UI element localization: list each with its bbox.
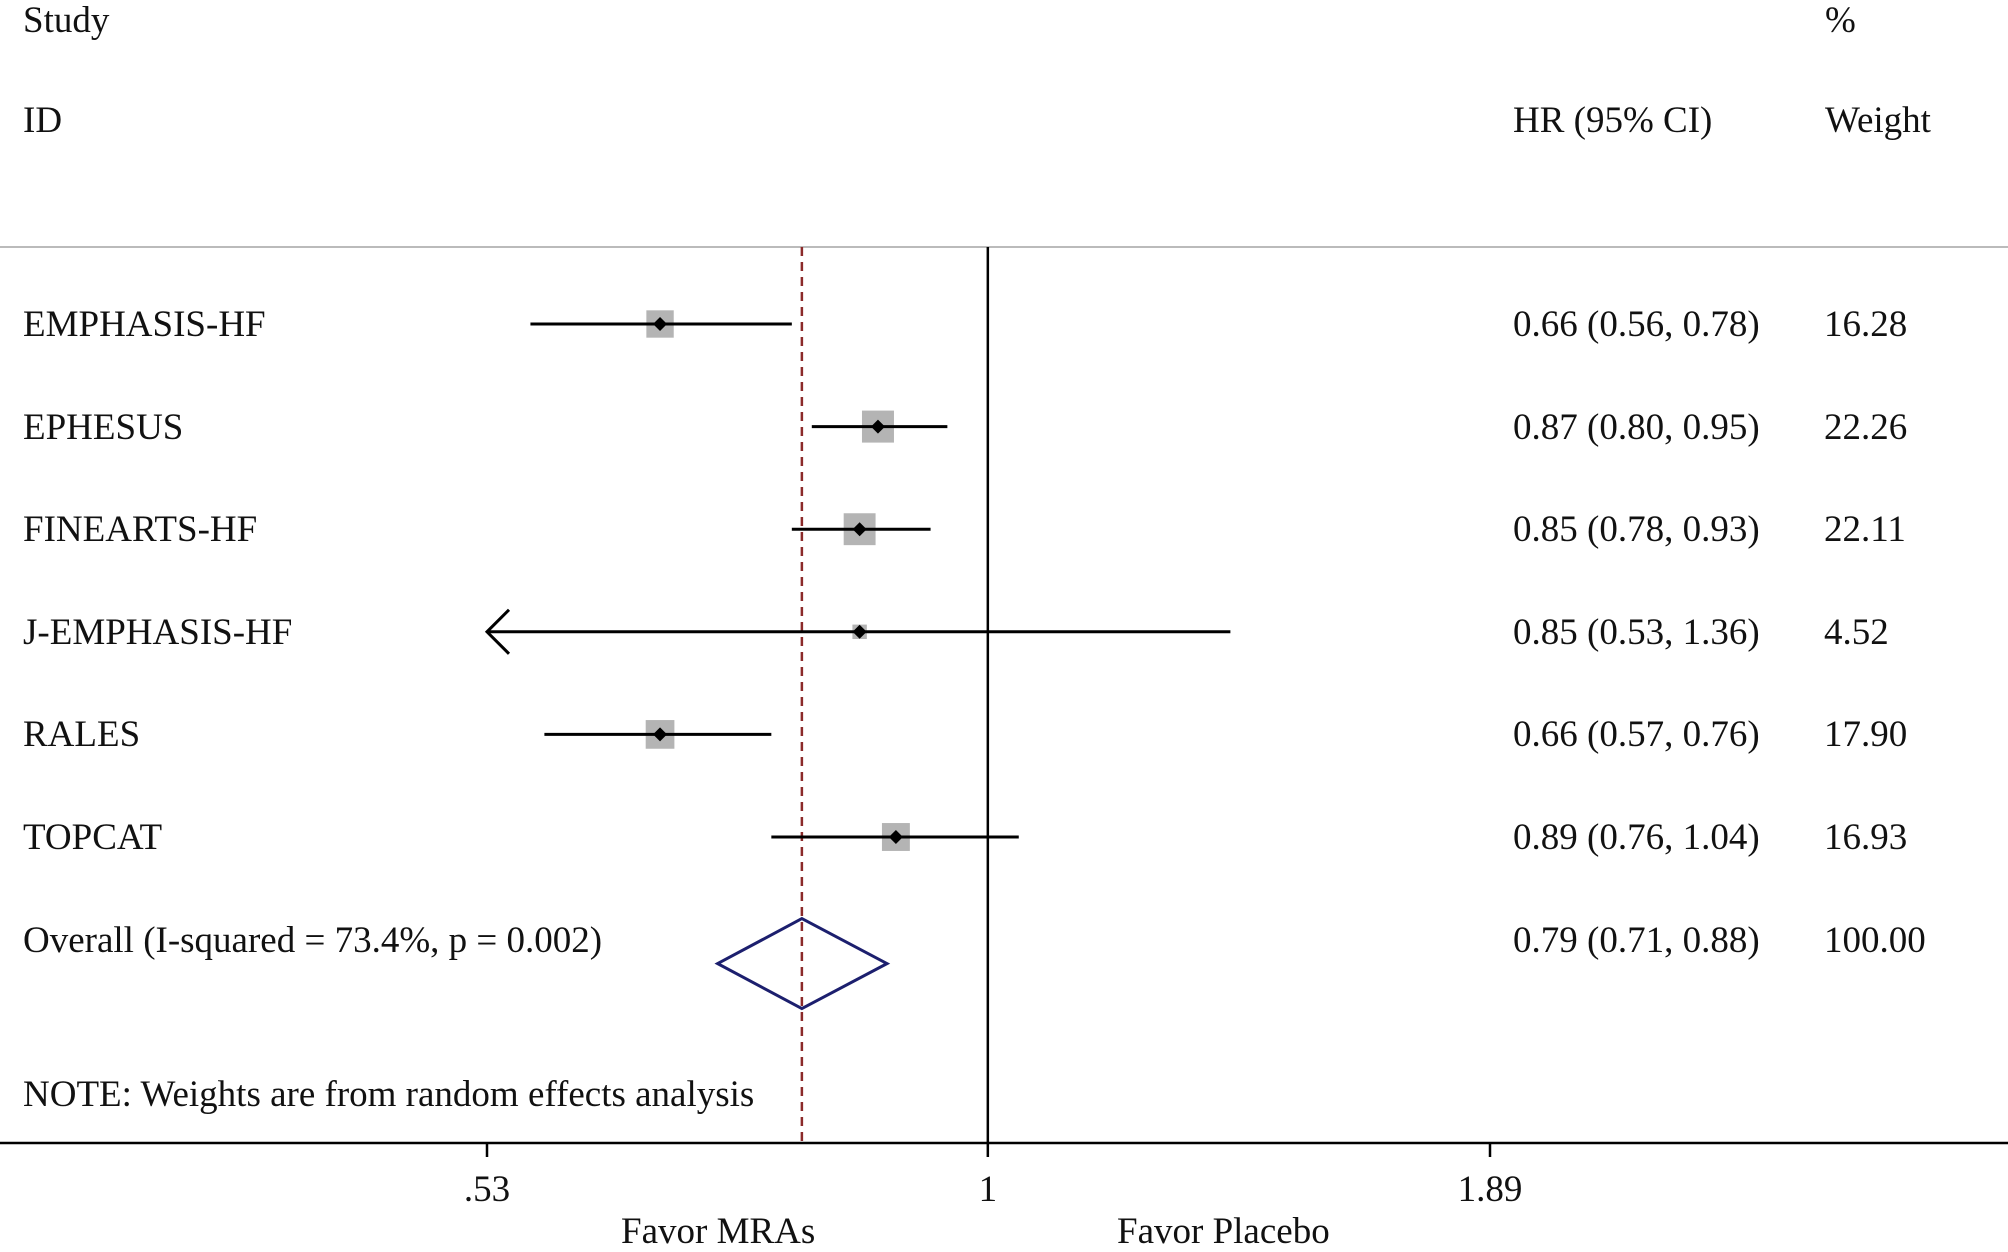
point-estimate	[852, 522, 867, 537]
x-tick-label: 1	[979, 1169, 998, 1210]
study-label: J-EMPHASIS-HF	[23, 612, 293, 653]
favor-right-label: Favor Placebo	[1117, 1211, 1330, 1252]
header-percent: %	[1825, 0, 1856, 41]
hr-ci-value: 0.87 (0.80, 0.95)	[1513, 407, 1760, 448]
hr-ci-value: 0.66 (0.56, 0.78)	[1513, 304, 1760, 345]
header-study: Study	[23, 0, 110, 41]
weight-value: 4.52	[1824, 612, 1889, 653]
study-label: EMPHASIS-HF	[23, 304, 266, 345]
weight-value: 22.11	[1824, 509, 1906, 550]
hr-ci-value: 0.89 (0.76, 1.04)	[1513, 817, 1760, 858]
weight-value: 22.26	[1824, 407, 1908, 448]
point-estimate	[888, 830, 903, 844]
x-tick-label: .53	[464, 1169, 510, 1210]
favor-left-label: Favor MRAs	[621, 1211, 816, 1252]
weight-value: 16.28	[1824, 304, 1908, 345]
hr-ci-value: 0.85 (0.78, 0.93)	[1513, 509, 1760, 550]
point-estimate	[852, 624, 867, 639]
point-estimate	[653, 727, 668, 742]
study-label: EPHESUS	[23, 407, 184, 448]
study-label: FINEARTS-HF	[23, 509, 258, 550]
weight-value: 16.93	[1824, 817, 1908, 858]
overall-label: Overall (I-squared = 73.4%, p = 0.002)	[23, 920, 603, 961]
header-hr: HR (95% CI)	[1513, 100, 1713, 141]
study-label: TOPCAT	[23, 817, 163, 858]
study-label: RALES	[23, 714, 141, 755]
hr-ci-value: 0.85 (0.53, 1.36)	[1513, 612, 1760, 653]
overall-weight-value: 100.00	[1824, 920, 1926, 961]
note-text: NOTE: Weights are from random effects an…	[23, 1074, 755, 1115]
header-weight: Weight	[1825, 100, 1931, 141]
weight-value: 17.90	[1824, 714, 1908, 755]
hr-ci-value: 0.66 (0.57, 0.76)	[1513, 714, 1760, 755]
header-id: ID	[23, 100, 63, 141]
overall-diamond	[714, 916, 891, 1011]
x-tick-label: 1.89	[1458, 1169, 1523, 1210]
point-estimate	[653, 317, 668, 331]
point-estimate	[870, 419, 885, 434]
ci-arrow	[484, 608, 511, 655]
overall-hr-ci-value: 0.79 (0.71, 0.88)	[1513, 920, 1760, 961]
